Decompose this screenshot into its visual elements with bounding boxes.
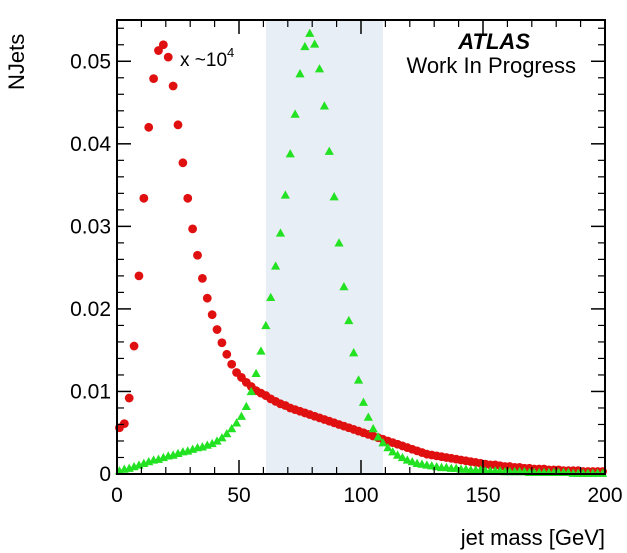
x-tick-label: 200: [587, 484, 622, 507]
x-tick-label: 150: [465, 484, 500, 507]
data-point-circle: [154, 46, 163, 55]
data-point-circle: [168, 81, 178, 91]
data-point-triangle: [368, 424, 378, 433]
data-point-circle: [129, 341, 139, 351]
data-point-triangle: [407, 457, 417, 466]
data-point-circle: [183, 193, 193, 203]
data-point-circle: [207, 310, 217, 320]
data-point-circle: [178, 158, 188, 168]
data-point-triangle: [217, 433, 227, 442]
data-point-triangle: [358, 397, 369, 406]
data-point-triangle: [378, 438, 388, 447]
atlas-label: ATLAS: [457, 29, 530, 54]
data-point-circle: [193, 250, 202, 260]
data-point-circle: [198, 273, 207, 283]
data-point-triangle: [388, 447, 398, 456]
data-point-triangle: [266, 292, 276, 302]
data-point-triangle: [373, 432, 383, 441]
scale-factor-prefix: x ~10: [180, 50, 227, 71]
data-point-triangle: [363, 412, 373, 421]
data-point-triangle: [275, 228, 286, 237]
scale-factor-label: x ~104: [180, 45, 234, 71]
y-tick-label: 0.04: [70, 133, 111, 156]
data-point-triangle: [334, 238, 344, 247]
data-point-triangle: [290, 109, 300, 118]
data-point-triangle: [344, 315, 354, 325]
x-tick-label: 0: [111, 484, 123, 507]
data-point-triangle: [397, 452, 408, 462]
y-tick-label: 0.05: [70, 50, 111, 73]
data-point-triangle: [393, 450, 403, 459]
data-point-triangle: [212, 436, 222, 445]
data-point-circle: [217, 338, 227, 348]
data-point-triangle: [236, 411, 247, 420]
data-point-circle: [144, 122, 154, 132]
x-tick-label: 100: [343, 484, 378, 507]
data-point-circle: [139, 193, 149, 203]
data-point-circle: [119, 419, 129, 429]
status-label: Work In Progress: [406, 53, 576, 78]
series-circle: [115, 40, 607, 476]
data-point-triangle: [271, 261, 281, 270]
data-point-circle: [124, 393, 134, 403]
y-tick-label: 0: [99, 463, 111, 486]
data-point-circle: [173, 120, 183, 130]
data-point-triangle: [339, 282, 349, 291]
data-point-circle: [212, 325, 222, 334]
data-point-circle: [202, 293, 212, 303]
data-point-circle: [222, 349, 232, 359]
data-point-triangle: [324, 146, 334, 155]
y-tick-label: 0.03: [70, 215, 111, 238]
data-point-circle: [227, 359, 237, 369]
data-point-triangle: [300, 41, 310, 51]
data-point-triangle: [261, 320, 271, 330]
data-point-triangle: [231, 418, 242, 427]
data-point-triangle: [222, 428, 232, 438]
data-point-triangle: [256, 346, 266, 355]
data-point-circle: [134, 271, 144, 281]
data-point-circle: [149, 74, 159, 84]
data-point-triangle: [353, 375, 364, 384]
data-point-triangle: [329, 192, 339, 201]
axis-tick-labels: 0 50 100 150 200 0 0.01 0.02 0.03 0.04 0.05: [70, 50, 622, 507]
data-point-triangle: [280, 190, 290, 199]
scale-factor-exponent: 4: [227, 45, 234, 60]
x-axis-title: jet mass [GeV]: [460, 525, 605, 550]
data-point-circle: [163, 52, 173, 62]
axis-ticks: [116, 20, 606, 475]
data-point-circle: [188, 224, 198, 234]
y-tick-label: 0.02: [70, 298, 111, 321]
x-tick-label: 50: [227, 484, 250, 507]
data-point-triangle: [383, 442, 393, 452]
data-point-triangle: [207, 438, 217, 448]
data-point-triangle: [251, 368, 261, 377]
y-tick-label: 0.01: [70, 380, 111, 403]
data-point-triangle: [305, 28, 315, 37]
data-point-circle: [158, 40, 168, 50]
data-point-triangle: [310, 39, 320, 48]
data-point-triangle: [285, 149, 295, 158]
y-axis-title: NJets: [4, 34, 29, 90]
data-point-triangle: [314, 64, 325, 73]
data-point-triangle: [246, 386, 256, 396]
data-point-triangle: [349, 348, 359, 357]
data-point-triangle: [241, 401, 251, 410]
data-point-triangle: [295, 69, 305, 78]
data-point-triangle: [227, 424, 237, 433]
data-point-triangle: [319, 101, 329, 110]
data-point-triangle: [402, 455, 412, 464]
